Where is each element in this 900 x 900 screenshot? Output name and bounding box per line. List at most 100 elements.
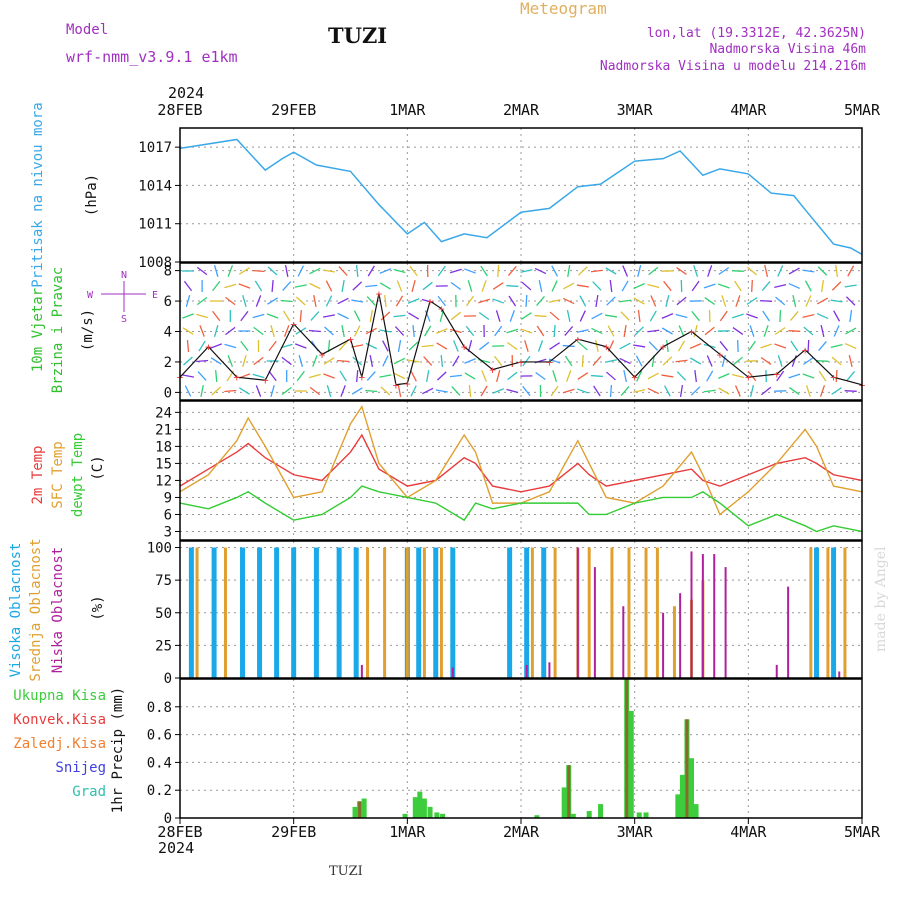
wind-arrow [691,280,700,292]
wind-arrow [764,265,769,277]
wind-arrow [844,342,857,350]
wind-arrow [267,297,279,305]
wind-arrow [678,325,685,337]
wind-gust-mark: + [262,374,269,387]
wind-arrow [819,385,826,397]
wind-arrow [196,296,208,306]
high-cloud-bar [211,547,217,678]
wind-arrow [666,339,669,353]
y-tick-label: 24 [155,405,172,421]
wind-arrow [410,370,417,382]
low-cloud-bar [724,567,727,678]
wind-arrow [497,264,500,278]
wind-arrow [210,357,222,365]
wind-gust-mark: + [376,287,383,300]
total-precip-bar [434,812,440,818]
wind-gust-mark: + [773,368,780,381]
conv-precip-bar [358,801,362,818]
mid-cloud-bar [439,547,443,678]
wind-arrow [846,370,856,382]
total-precip-bar [693,804,699,818]
wind-arrow [703,283,716,289]
wind-arrow [634,326,644,336]
wind-gust-mark: + [393,379,400,392]
wind-arrow [281,356,292,366]
wind-arrow [661,327,673,335]
wind-arrow [326,385,332,397]
wind-unit: (m/s) [80,309,96,351]
wind-arrow [412,324,415,338]
wind-arrow [633,283,645,289]
wind-arrow [593,385,601,397]
wind-arrow [324,326,334,336]
wind-arrow [309,282,321,290]
wind-arrow [341,279,345,293]
wind-arrow [676,267,687,275]
wind-arrow [294,284,307,288]
wind-arrow [664,385,671,397]
wind-arrow [816,297,829,305]
wind-arrow [308,373,321,379]
wind-arrow [562,297,575,305]
mid-cloud-bar [383,547,387,678]
wind-arrow [353,325,361,337]
wind-gust-mark: + [438,303,445,316]
low-cloud-bar [622,606,625,678]
wind-arrow [227,265,234,277]
mid-cloud-bar [422,547,426,678]
wind-arrow [452,355,460,367]
wind-label-2: Brzina i Pravac [50,267,66,393]
conv-precip-bar [567,765,571,818]
wind-arrow [367,265,375,277]
wind-arrow [426,369,430,383]
wind-arrow [609,279,613,293]
wind-arrow [802,314,815,318]
sfc-temp-label: SFC Temp [50,441,66,508]
wind-arrow [296,370,305,382]
wind-arrow [478,298,491,304]
wind-arrow [210,343,223,349]
wind-arrow [298,355,304,367]
wind-arrow [382,355,389,367]
y-tick-label: 0.4 [147,755,172,771]
precip-unit: 1hr Precip (mm) [110,687,126,813]
wind-arrow [492,388,505,394]
wind-arrow [341,324,345,338]
high-cloud-bar [416,547,422,678]
wind-arrow [774,284,787,288]
wind-arrow [719,310,728,322]
wind-arrow [676,371,687,381]
header-lonlat: lon,lat (19.3312E, 42.3625N) [647,26,866,41]
wind-arrow [310,311,320,321]
wind-arrow [365,284,378,288]
high-cloud-label: Visoka Oblacnost [8,543,24,678]
total-precip-bar [421,798,427,818]
wind-arrow [802,373,815,379]
wind-arrow [238,387,250,395]
wind-arrow [309,386,321,396]
wind-arrow [606,296,616,306]
wind-arrow [607,325,615,337]
low-cloud-bar [775,664,778,678]
wind-arrow [818,340,827,352]
compass-e: E [152,290,158,301]
wind-arrow [650,295,657,307]
wind-arrow [450,311,462,321]
wind-arrow [747,370,757,382]
mid-cloud-label: Srednja Oblacnost [28,538,44,681]
wind-arrow [422,387,434,395]
mid-cloud-bar [809,547,813,678]
wind-arrow [788,373,801,379]
wind-arrow [492,298,505,304]
wind-arrow [706,355,713,367]
wind-arrow [718,267,730,275]
wind-arrow [200,384,204,398]
wind-arrow [835,264,839,278]
wind-arrow [707,265,713,277]
total-precip-bar [628,710,634,818]
high-cloud-bar [313,547,319,678]
wind-arrow [436,342,448,350]
wind-arrow [506,328,519,334]
wind-arrow [393,314,406,318]
time-label-bottom: 4MAR [730,823,767,841]
